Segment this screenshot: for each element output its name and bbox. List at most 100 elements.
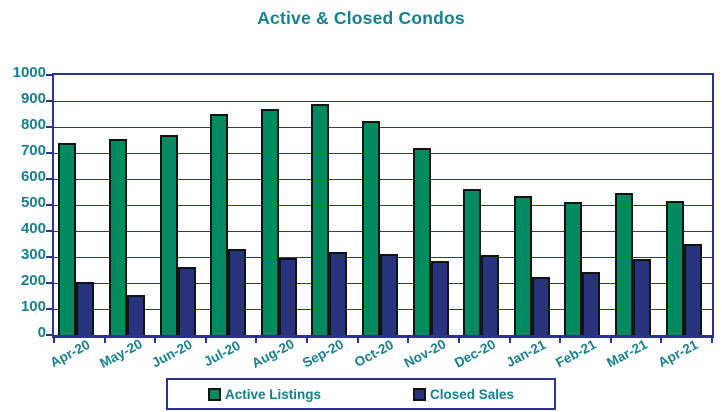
active-listings-bar	[615, 193, 634, 335]
x-axis-tick	[711, 338, 713, 343]
y-axis-tick-label: 300	[20, 246, 46, 263]
active-listings-bar	[311, 103, 330, 335]
active-listings-bar	[412, 147, 431, 335]
legend-item-active-listings: Active Listings	[207, 386, 321, 402]
closed-sales-bar	[531, 276, 550, 335]
y-axis-tick	[46, 178, 52, 180]
closed-sales-bar	[228, 248, 247, 335]
x-axis-tick	[154, 338, 157, 343]
x-axis-tick	[457, 338, 460, 343]
bar-group-mar-21	[608, 75, 659, 335]
x-axis-tick	[508, 338, 511, 343]
bar-group-apr-20	[51, 75, 102, 335]
active-listings-bar	[58, 142, 77, 335]
gridline	[54, 153, 712, 154]
y-axis-tick	[46, 308, 52, 310]
x-axis-tick	[356, 338, 359, 343]
closed-sales-bar	[379, 254, 398, 335]
x-axis-label-nov-20: Nov-20	[401, 336, 448, 371]
bar-group-apr-21	[658, 75, 709, 335]
y-axis-tick	[46, 126, 52, 128]
y-axis-tick	[46, 230, 52, 232]
legend-item-closed-sales: Closed Sales	[412, 386, 515, 402]
active-listings-bar	[513, 195, 532, 335]
active-listings-bar	[463, 189, 482, 335]
active-listings-bar	[108, 138, 127, 335]
x-axis-tick	[53, 338, 55, 343]
x-axis-tick	[103, 338, 106, 343]
gridline	[54, 205, 712, 206]
gridline	[54, 127, 712, 128]
x-axis-tick	[407, 338, 410, 343]
x-axis-label-apr-21: Apr-21	[655, 336, 701, 371]
y-axis-tick	[46, 100, 52, 102]
bar-group-oct-20	[355, 75, 406, 335]
y-axis-tick-label: 100	[20, 298, 46, 315]
legend-label-closed-sales: Closed Sales	[429, 386, 515, 402]
closed-sales-bar	[329, 252, 348, 335]
gridline	[54, 101, 712, 102]
legend-label-active-listings: Active Listings	[224, 386, 321, 402]
y-axis-tick	[46, 282, 52, 284]
y-axis-tick-label: 0	[37, 324, 46, 341]
x-axis-label-oct-20: Oct-20	[351, 337, 397, 370]
x-axis-tick	[660, 338, 663, 343]
chart-title: Active & Closed Condos	[257, 8, 465, 28]
x-axis-label-aug-20: Aug-20	[249, 336, 297, 371]
active-listings-bar	[665, 201, 684, 335]
y-axis-tick-label: 600	[20, 168, 46, 185]
y-axis-tick-label: 200	[20, 272, 46, 289]
plot-area	[46, 73, 714, 343]
active-listings-bar	[260, 108, 279, 335]
y-axis-tick	[46, 152, 52, 154]
closed-sales-bar	[126, 294, 145, 335]
gridline	[54, 231, 712, 232]
y-axis-tick-label: 800	[20, 116, 46, 133]
bar-group-nov-20	[405, 75, 456, 335]
x-axis-label-may-20: May-20	[97, 336, 145, 371]
closed-sales-bar	[633, 259, 652, 335]
y-axis-tick-label: 900	[20, 90, 46, 107]
active-listings-swatch	[207, 387, 221, 401]
bar-group-aug-20	[253, 75, 304, 335]
bar-group-jun-20	[152, 75, 203, 335]
y-axis-tick	[46, 204, 52, 206]
bar-group-sep-20	[304, 75, 355, 335]
closed-sales-bar	[683, 244, 702, 335]
bar-group-jul-20	[203, 75, 254, 335]
closed-sales-bar	[481, 254, 500, 335]
legend: Active Listings Closed Sales	[166, 378, 556, 410]
active-listings-bar	[159, 134, 178, 335]
bar-group-jan-21	[507, 75, 558, 335]
x-axis-label-sep-20: Sep-20	[300, 336, 347, 371]
x-axis-label-jan-21: Jan-21	[503, 336, 549, 371]
x-axis-tick	[306, 338, 309, 343]
x-axis-tick	[609, 338, 612, 343]
x-axis-labels: Apr-20 May-20 Jun-20 Jul-20 Aug-20 Sep-20 Oct-…	[48, 336, 710, 376]
x-axis-label-feb-21: Feb-21	[553, 336, 600, 371]
x-axis-label-dec-20: Dec-20	[452, 336, 499, 371]
closed-sales-bar	[582, 271, 601, 335]
bar-group-dec-20	[456, 75, 507, 335]
gridline	[54, 179, 712, 180]
y-axis-tick-label: 700	[20, 142, 46, 159]
closed-sales-bar	[177, 267, 196, 335]
closed-sales-bar	[430, 260, 449, 335]
active-listings-bar	[361, 120, 380, 335]
y-axis-tick	[46, 334, 52, 336]
y-axis-tick	[46, 256, 52, 258]
bar-group-feb-21	[557, 75, 608, 335]
y-axis-tick-label: 1000	[12, 64, 46, 81]
bar-group-may-20	[102, 75, 153, 335]
y-axis-tick	[46, 74, 52, 76]
active-listings-bar	[210, 114, 229, 335]
closed-sales-bar	[76, 282, 95, 335]
x-axis-label-jul-20: Jul-20	[201, 337, 243, 370]
x-axis-tick	[255, 338, 258, 343]
active-listings-bar	[564, 202, 583, 335]
x-axis-label-mar-21: Mar-21	[604, 336, 650, 371]
y-axis-tick-label: 400	[20, 220, 46, 237]
x-axis-tick	[204, 338, 207, 343]
closed-sales-bar	[278, 258, 297, 335]
